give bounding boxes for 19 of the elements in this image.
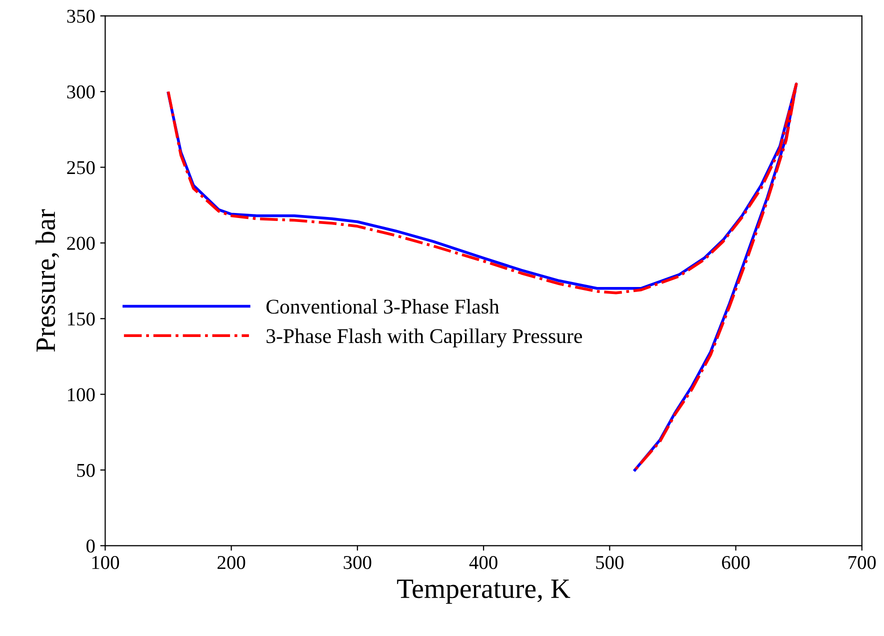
y-tick-label: 150: [68, 312, 95, 326]
y-axis-title: Pressure, bar: [36, 209, 60, 352]
series-label: Conventional 3-Phase Flash: [266, 299, 500, 314]
x-tick-label: 600: [722, 556, 750, 570]
y-tick-label: 200: [67, 236, 95, 250]
x-tick-label: 700: [848, 556, 876, 570]
y-tick-label: 50: [77, 464, 95, 477]
y-tick-label: 0: [86, 540, 95, 553]
x-tick-label: 400: [469, 556, 498, 570]
x-tick-label: 300: [344, 556, 372, 570]
y-tick-label: 100: [68, 388, 95, 402]
x-tick-label: 200: [218, 556, 246, 570]
x-tick-label: 500: [596, 556, 624, 570]
y-tick-label: 350: [67, 10, 95, 23]
x-axis-title: Temperature, K: [397, 580, 570, 604]
y-tick-label: 300: [67, 85, 95, 99]
y-tick-label: 250: [67, 161, 95, 174]
x-tick-label: 100: [92, 556, 120, 570]
series-label: 3-Phase Flash with Capillary Pressure: [266, 328, 582, 348]
